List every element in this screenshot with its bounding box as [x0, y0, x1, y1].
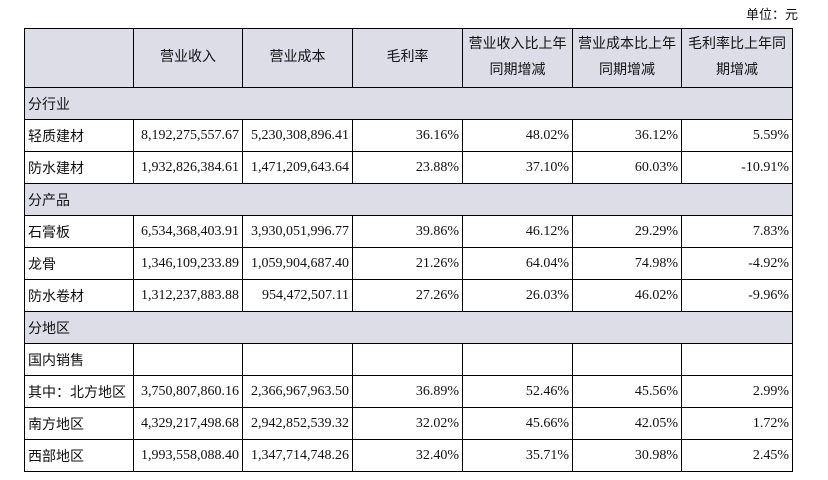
value-cell: 45.66% — [462, 407, 573, 440]
unit-note: 单位：元 — [745, 7, 798, 22]
data-row: 南方地区 4,329,217,498.68 2,942,852,539.32 32.0… — [24, 407, 793, 440]
value-cell: 26.03% — [462, 279, 573, 312]
header-row: 营业收入 营业成本 毛利率 营业收入比上年同期增减 营业成本比上年同期增减 毛利率比上年同… — [24, 28, 793, 88]
value-cell: 32.02% — [352, 407, 463, 440]
value-cell: 1,059,904,687.40 — [242, 247, 353, 280]
value-cell: 37.10% — [462, 151, 573, 184]
value-cell: 60.03% — [572, 151, 682, 184]
row-label: 龙骨 — [24, 247, 134, 280]
value-cell: 2,366,967,963.50 — [242, 375, 353, 408]
section-cell: 分产品 — [24, 183, 793, 216]
value-cell: 8,192,275,557.67 — [133, 119, 243, 152]
data-row: 防水卷材 1,312,237,883.88 954,472,507.11 27.26%… — [24, 279, 793, 312]
value-cell: 32.40% — [352, 439, 463, 472]
empty-cell — [462, 343, 573, 376]
section-row: 分产品 — [24, 183, 793, 216]
value-cell: 27.26% — [352, 279, 463, 312]
value-cell: 6,534,368,403.91 — [133, 215, 243, 248]
value-cell: -10.91% — [681, 151, 793, 184]
section-cell: 分地区 — [24, 311, 793, 344]
data-row: 西部地区 1,993,558,088.40 1,347,714,748.26 32.4… — [24, 439, 793, 472]
value-cell: 1,347,714,748.26 — [242, 439, 353, 472]
value-cell: -9.96% — [681, 279, 793, 312]
empty-cell — [681, 343, 793, 376]
empty-cell — [572, 343, 682, 376]
value-cell: 1,346,109,233.89 — [133, 247, 243, 280]
header-cell: 营业收入 — [133, 28, 243, 88]
row-label: 轻质建材 — [24, 119, 134, 152]
header-cell — [24, 28, 134, 88]
table: 营业收入 营业成本 毛利率 营业收入比上年同期增减 营业成本比上年同期增减 毛利率比上年同… — [24, 28, 793, 472]
value-cell: 4,329,217,498.68 — [133, 407, 243, 440]
row-label: 石膏板 — [24, 215, 134, 248]
row-label: 防水建材 — [24, 151, 134, 184]
row-label: 防水卷材 — [24, 279, 134, 312]
value-cell: 5,230,308,896.41 — [242, 119, 353, 152]
value-cell: 3,930,051,996.77 — [242, 215, 353, 248]
value-cell: 954,472,507.11 — [242, 279, 353, 312]
value-cell: 30.98% — [572, 439, 682, 472]
value-cell: 23.88% — [352, 151, 463, 184]
section-cell: 分行业 — [24, 87, 793, 120]
value-cell: 74.98% — [572, 247, 682, 280]
value-cell: 7.83% — [681, 215, 793, 248]
data-row: 石膏板 6,534,368,403.91 3,930,051,996.77 39.86… — [24, 215, 793, 248]
value-cell: 21.26% — [352, 247, 463, 280]
value-cell: 1,932,826,384.61 — [133, 151, 243, 184]
value-cell: 46.02% — [572, 279, 682, 312]
empty-cell — [352, 343, 463, 376]
data-row: 防水建材 1,932,826,384.61 1,471,209,643.64 23.8… — [24, 151, 793, 184]
value-cell: 2,942,852,539.32 — [242, 407, 353, 440]
value-cell: 1.72% — [681, 407, 793, 440]
value-cell: 2.45% — [681, 439, 793, 472]
value-cell: 2.99% — [681, 375, 793, 408]
header-cell: 营业成本 — [242, 28, 353, 88]
value-cell: 1,312,237,883.88 — [133, 279, 243, 312]
header-cell: 毛利率 — [352, 28, 463, 88]
row-label: 南方地区 — [24, 407, 134, 440]
section-row: 分行业 — [24, 87, 793, 120]
header-cell: 营业收入比上年同期增减 — [462, 28, 573, 88]
header-cell: 营业成本比上年同期增减 — [572, 28, 682, 88]
value-cell: 5.59% — [681, 119, 793, 152]
data-row: 龙骨 1,346,109,233.89 1,059,904,687.40 21.26%… — [24, 247, 793, 280]
empty-cell — [242, 343, 353, 376]
data-row: 轻质建材 8,192,275,557.67 5,230,308,896.41 36.1… — [24, 119, 793, 152]
data-row: 国内销售 — [24, 343, 793, 376]
row-label: 国内销售 — [24, 343, 134, 376]
value-cell: 36.16% — [352, 119, 463, 152]
section-row: 分地区 — [24, 311, 793, 344]
value-cell: 1,471,209,643.64 — [242, 151, 353, 184]
data-row: 其中：北方地区 3,750,807,860.16 2,366,967,963.50 3… — [24, 375, 793, 408]
value-cell: 36.12% — [572, 119, 682, 152]
value-cell: 39.86% — [352, 215, 463, 248]
value-cell: 3,750,807,860.16 — [133, 375, 243, 408]
value-cell: 46.12% — [462, 215, 573, 248]
row-label: 其中：北方地区 — [24, 375, 134, 408]
value-cell: 52.46% — [462, 375, 573, 408]
value-cell: 42.05% — [572, 407, 682, 440]
header-cell: 毛利率比上年同期增减 — [681, 28, 793, 88]
value-cell: 48.02% — [462, 119, 573, 152]
value-cell: 1,993,558,088.40 — [133, 439, 243, 472]
value-cell: 29.29% — [572, 215, 682, 248]
row-label: 西部地区 — [24, 439, 134, 472]
value-cell: 64.04% — [462, 247, 573, 280]
value-cell: -4.92% — [681, 247, 793, 280]
value-cell: 35.71% — [462, 439, 573, 472]
value-cell: 45.56% — [572, 375, 682, 408]
value-cell: 36.89% — [352, 375, 463, 408]
empty-cell — [133, 343, 243, 376]
